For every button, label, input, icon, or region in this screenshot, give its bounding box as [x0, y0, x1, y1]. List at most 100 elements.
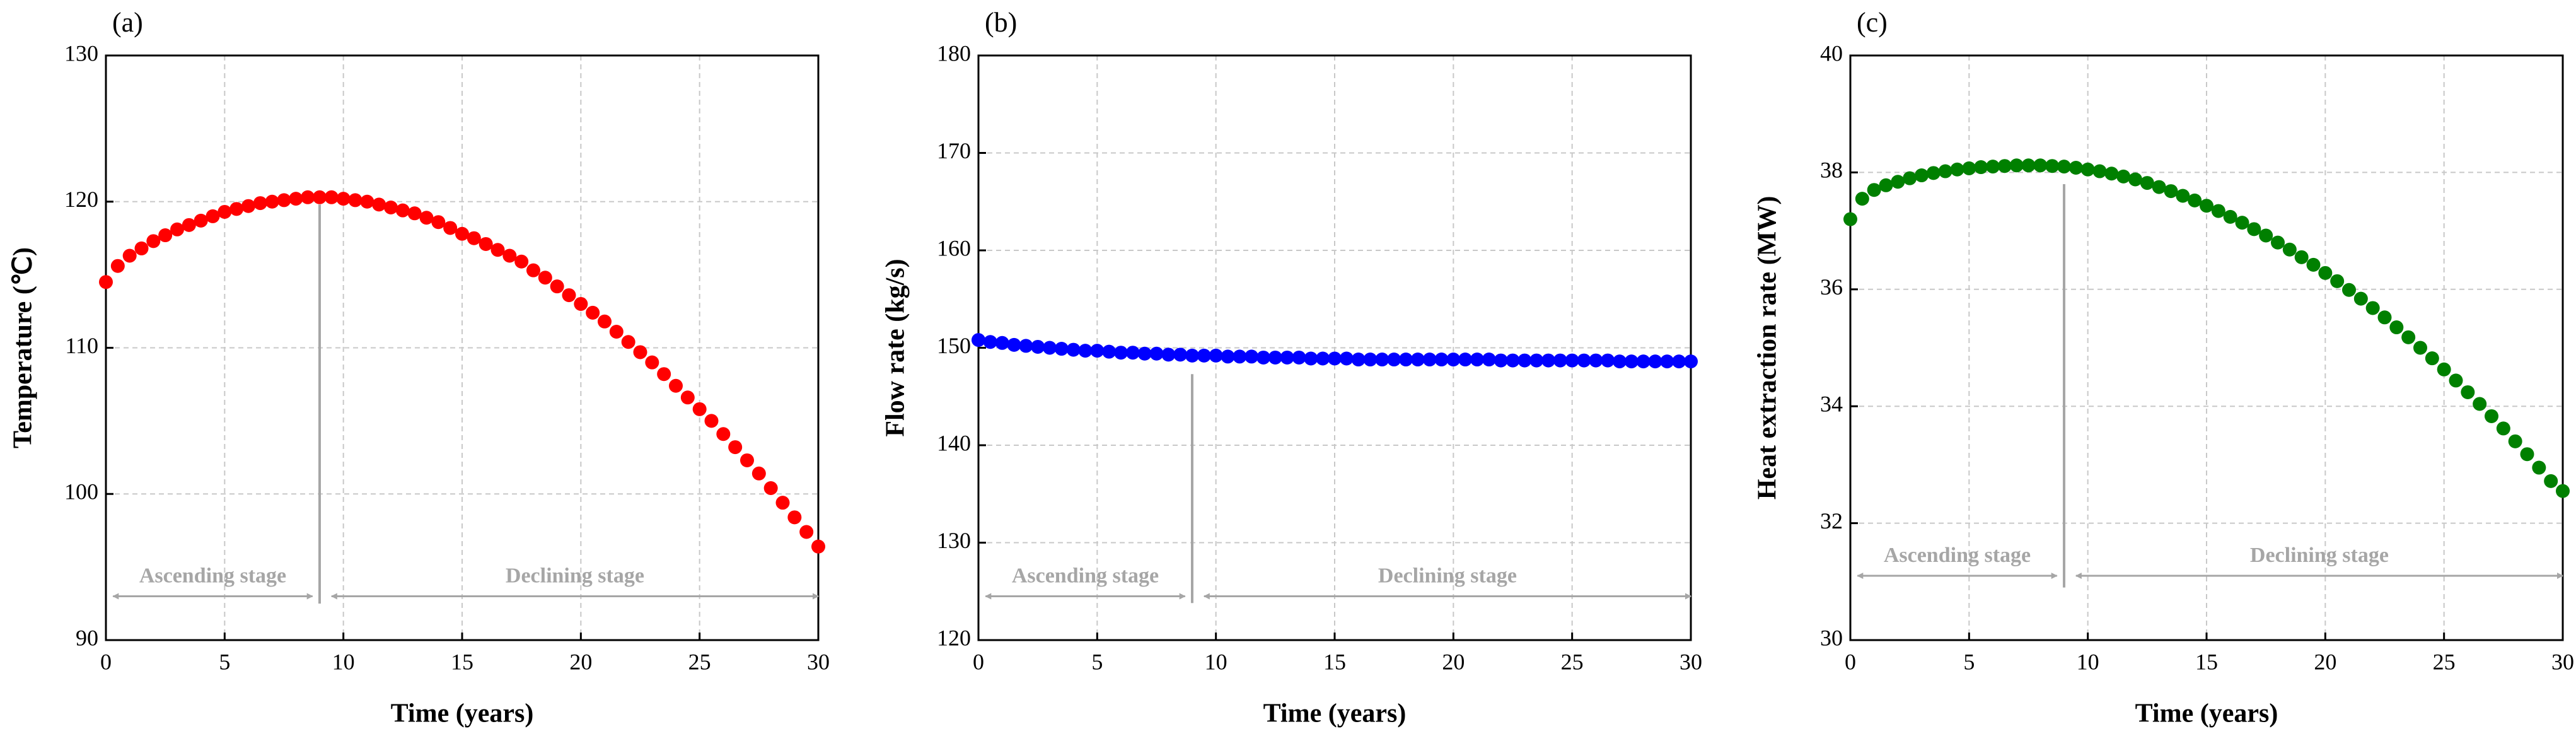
data-point — [1950, 162, 1964, 177]
data-point — [538, 271, 552, 285]
data-point — [550, 279, 564, 294]
data-point — [2330, 274, 2345, 288]
data-point — [716, 427, 731, 441]
x-tick-label: 25 — [1561, 649, 1584, 674]
y-tick-label: 90 — [76, 625, 98, 650]
data-point — [2556, 484, 2570, 498]
data-point — [1375, 353, 1390, 367]
data-point — [158, 228, 173, 243]
data-point — [1114, 346, 1128, 360]
data-point — [1019, 339, 1033, 353]
x-tick-label: 0 — [100, 649, 112, 674]
data-point — [1244, 349, 1259, 364]
x-tick-label: 5 — [1091, 649, 1103, 674]
data-point — [728, 440, 743, 455]
data-point — [2068, 160, 2083, 175]
x-tick-label: 5 — [1963, 649, 1975, 674]
panel: 0 5 10 15 20 25 30 90 100 110 120 130 Ascending stag… — [9, 7, 830, 728]
data-point — [574, 296, 588, 311]
y-tick-label: 130 — [937, 528, 971, 553]
data-point — [1601, 353, 1615, 368]
data-point — [775, 496, 790, 510]
data-point — [586, 305, 600, 320]
data-point — [1997, 159, 2012, 173]
data-point — [1494, 353, 1508, 368]
panel-label: (a) — [112, 7, 143, 38]
data-point — [1197, 348, 1211, 363]
x-axis-title: Time (years) — [2135, 699, 2278, 728]
data-point — [134, 241, 149, 255]
data-point — [301, 190, 315, 204]
data-point — [2520, 447, 2534, 462]
data-point — [811, 539, 825, 554]
data-point — [99, 275, 113, 289]
y-tick-label: 110 — [65, 333, 98, 358]
data-point — [1185, 348, 1199, 363]
data-point — [384, 201, 398, 215]
data-point — [1422, 353, 1437, 367]
data-point — [514, 254, 529, 269]
data-point — [2282, 242, 2297, 257]
stage-label: Ascending stage — [139, 564, 286, 587]
data-point — [2365, 301, 2380, 315]
data-point — [289, 192, 303, 206]
data-point — [1867, 183, 1881, 197]
data-point — [2057, 160, 2071, 174]
data-point — [1517, 353, 1532, 368]
data-point — [1891, 175, 1905, 189]
y-axis-title: Flow rate (kg/s) — [881, 259, 910, 436]
data-point — [1066, 342, 1081, 357]
data-point — [467, 231, 481, 245]
data-point — [455, 226, 469, 241]
x-tick-label: 0 — [1845, 649, 1856, 674]
data-point — [1090, 344, 1105, 358]
data-point — [2140, 176, 2154, 190]
data-point — [1506, 353, 1520, 368]
y-tick-label: 100 — [64, 479, 98, 505]
data-point — [1974, 160, 1988, 175]
data-point — [1316, 351, 1330, 366]
data-point — [395, 203, 410, 218]
data-point — [1672, 354, 1686, 369]
data-point — [1221, 349, 1235, 364]
data-point — [2461, 385, 2475, 399]
y-tick-label: 36 — [1820, 274, 1843, 300]
data-point — [277, 193, 291, 207]
data-point — [1446, 353, 1461, 367]
data-point — [1915, 168, 1929, 183]
y-tick-label: 120 — [64, 187, 98, 212]
panel: 0 5 10 15 20 25 30 30 32 34 36 38 40 Ascending stage D… — [1753, 7, 2574, 728]
x-tick-label: 20 — [569, 649, 592, 674]
data-point — [1962, 161, 1976, 175]
data-point — [1125, 346, 1140, 360]
data-point — [633, 345, 647, 359]
stage-label: Declining stage — [1378, 564, 1517, 587]
data-point — [2318, 265, 2333, 280]
data-point — [2188, 193, 2202, 207]
data-point — [680, 390, 695, 405]
data-point — [1648, 354, 1662, 369]
data-point — [1565, 353, 1579, 368]
data-point — [1209, 348, 1223, 363]
data-point — [170, 222, 184, 236]
data-point — [2544, 474, 2558, 488]
data-point — [1938, 164, 1952, 178]
data-point — [787, 510, 802, 525]
data-point — [1031, 339, 1045, 354]
data-point — [372, 197, 386, 212]
data-point — [799, 525, 814, 539]
stage-label: Ascending stage — [1012, 564, 1159, 587]
data-point — [526, 263, 540, 277]
data-point — [2211, 204, 2225, 218]
data-point — [1161, 347, 1176, 362]
data-point — [2437, 362, 2451, 376]
data-point — [2401, 330, 2416, 344]
x-tick-label: 30 — [1680, 649, 1702, 674]
x-tick-label: 30 — [807, 649, 830, 674]
data-point — [1339, 351, 1354, 366]
x-tick-label: 15 — [1323, 649, 1346, 674]
stage-label: Ascending stage — [1884, 544, 2031, 567]
x-tick-label: 15 — [2195, 649, 2218, 674]
data-point — [1458, 353, 1473, 367]
data-point — [1078, 344, 1093, 358]
